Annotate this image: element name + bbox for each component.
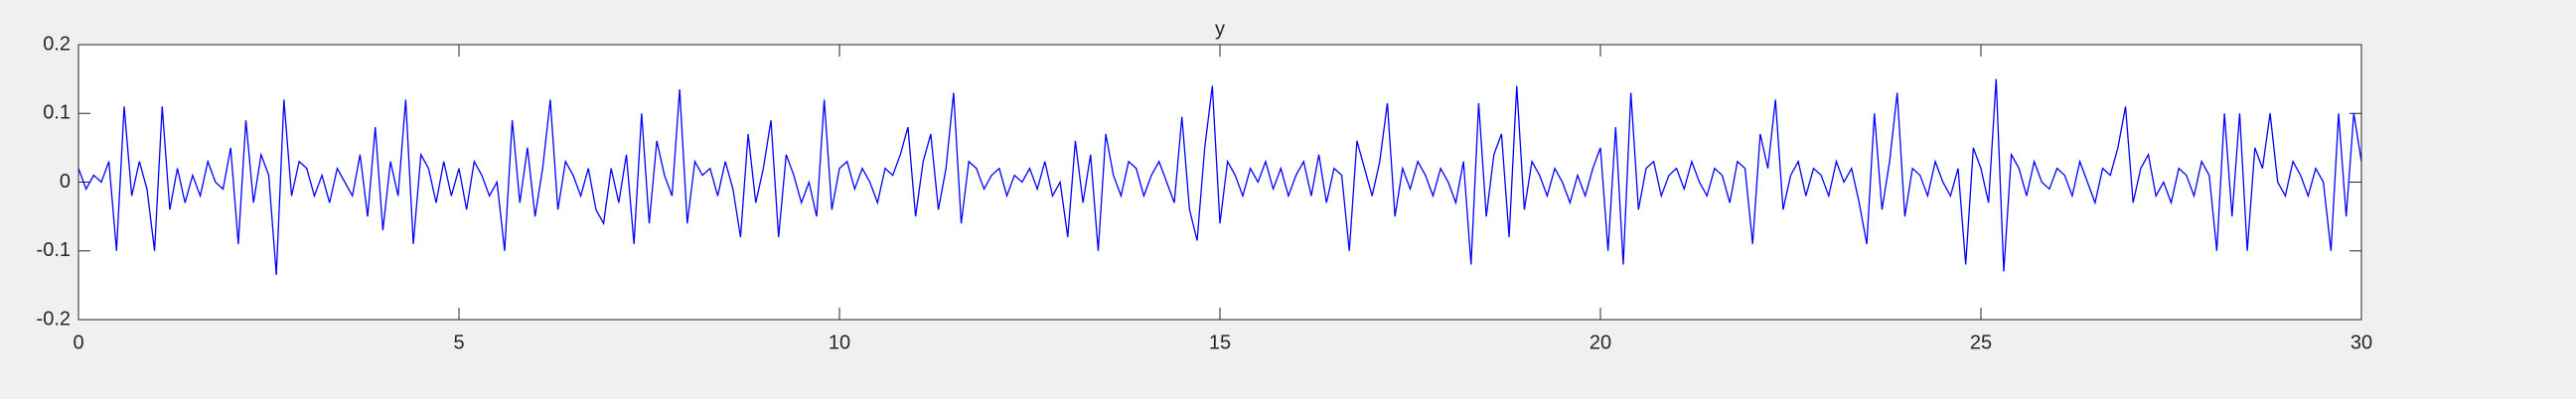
x-tick-label: 10 [829, 332, 850, 353]
x-tick-label: 30 [2350, 332, 2372, 353]
y-tick-label: 0.2 [43, 33, 71, 55]
y-tick-label: -0.1 [37, 239, 71, 261]
x-tick-label: 15 [1209, 332, 1231, 353]
y-tick-label: -0.2 [37, 308, 71, 330]
y-tick-label: 0.1 [43, 102, 71, 124]
plot-area [78, 45, 2361, 320]
x-tick-label: 5 [453, 332, 464, 353]
x-tick-label: 25 [1970, 332, 1992, 353]
data-line [77, 78, 2362, 276]
x-tick-label: 20 [1590, 332, 1611, 353]
x-tick-label: 0 [73, 332, 83, 353]
plot-frame [77, 44, 2362, 321]
y-tick-label: 0 [60, 171, 71, 193]
chart-title: y [1215, 18, 1225, 40]
